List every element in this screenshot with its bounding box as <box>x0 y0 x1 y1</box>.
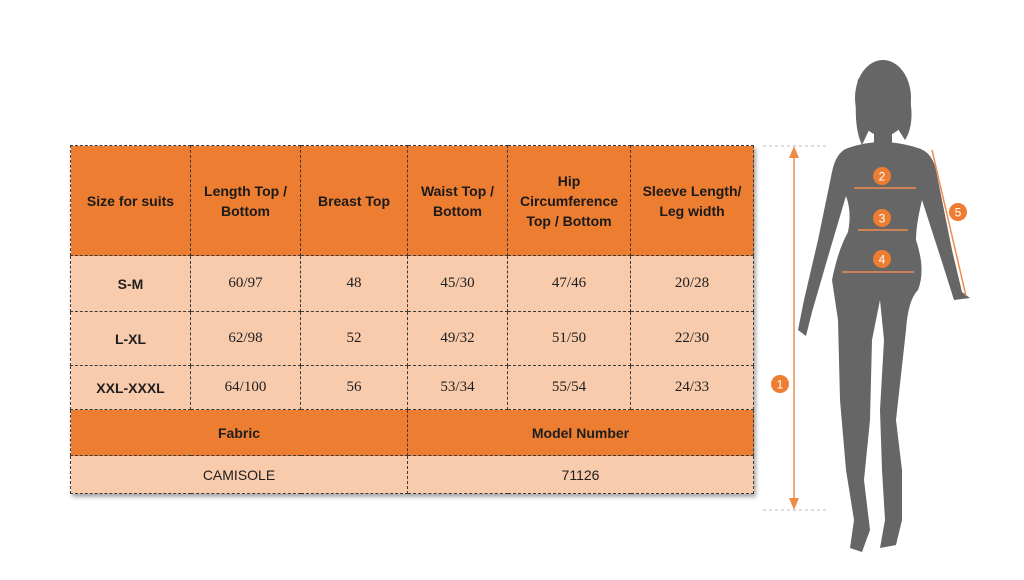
sleeve-cell: 20/28 <box>630 255 754 312</box>
fabric-label: Fabric <box>70 409 408 456</box>
table-row: L-XL 62/98 52 49/32 51/50 22/30 <box>70 311 754 366</box>
size-chart-table: Size for suits Length Top / Bottom Breas… <box>70 145 754 494</box>
svg-text:3: 3 <box>879 212 886 226</box>
header-sleeve: Sleeve Length/ Leg width <box>630 145 754 256</box>
table-row: XXL-XXXL 64/100 56 53/34 55/54 24/33 <box>70 365 754 410</box>
header-breast: Breast Top <box>300 145 408 256</box>
hip-cell: 51/50 <box>507 311 631 366</box>
size-cell: XXL-XXXL <box>70 365 191 410</box>
marker-5-icon: 5 <box>949 203 967 221</box>
size-cell: S-M <box>70 255 191 312</box>
waist-cell: 49/32 <box>407 311 508 366</box>
waist-cell: 53/34 <box>407 365 508 410</box>
marker-1-icon: 1 <box>771 375 789 393</box>
sleeve-cell: 24/33 <box>630 365 754 410</box>
model-number-label: Model Number <box>407 409 754 456</box>
fabric-header-row: Fabric Model Number <box>70 409 754 456</box>
sleeve-cell: 22/30 <box>630 311 754 366</box>
length-cell: 62/98 <box>190 311 301 366</box>
header-waist: Waist Top / Bottom <box>407 145 508 256</box>
measurement-lines <box>789 146 967 510</box>
table-row: S-M 60/97 48 45/30 47/46 20/28 <box>70 255 754 312</box>
breast-cell: 52 <box>300 311 408 366</box>
header-row: Size for suits Length Top / Bottom Breas… <box>70 145 754 256</box>
marker-4-icon: 4 <box>873 250 891 268</box>
svg-text:4: 4 <box>879 253 886 267</box>
header-length: Length Top / Bottom <box>190 145 301 256</box>
fabric-value-row: CAMISOLE 71126 <box>70 455 754 494</box>
body-silhouette-figure: 1 2 3 4 5 <box>763 60 970 552</box>
svg-text:1: 1 <box>777 378 784 392</box>
hip-cell: 47/46 <box>507 255 631 312</box>
fabric-value: CAMISOLE <box>70 455 408 494</box>
svg-text:5: 5 <box>955 206 962 220</box>
size-cell: L-XL <box>70 311 191 366</box>
marker-3-icon: 3 <box>873 209 891 227</box>
header-hip: Hip Circumference Top / Bottom <box>507 145 631 256</box>
hip-cell: 55/54 <box>507 365 631 410</box>
breast-cell: 56 <box>300 365 408 410</box>
length-cell: 64/100 <box>190 365 301 410</box>
model-number-value: 71126 <box>407 455 754 494</box>
woman-silhouette <box>798 60 970 552</box>
breast-cell: 48 <box>300 255 408 312</box>
header-size: Size for suits <box>70 145 191 256</box>
length-cell: 60/97 <box>190 255 301 312</box>
waist-cell: 45/30 <box>407 255 508 312</box>
marker-2-icon: 2 <box>873 167 891 185</box>
svg-text:2: 2 <box>879 170 886 184</box>
